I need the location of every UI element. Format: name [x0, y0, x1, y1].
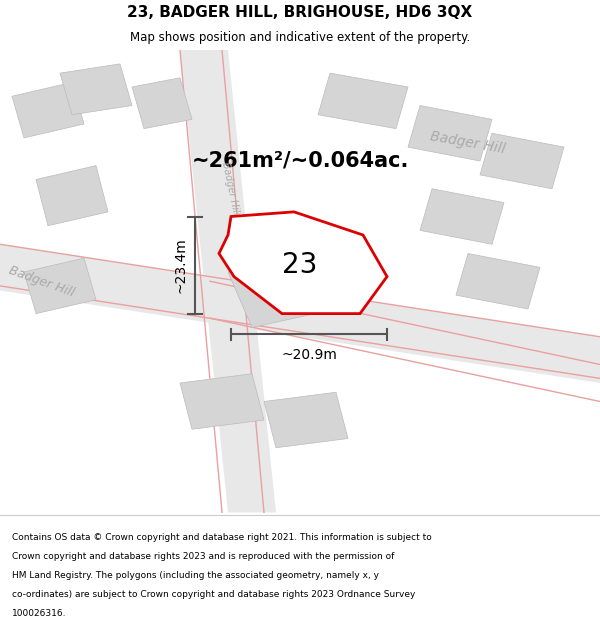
Text: Map shows position and indicative extent of the property.: Map shows position and indicative extent…	[130, 31, 470, 44]
Polygon shape	[24, 258, 96, 314]
Polygon shape	[420, 189, 504, 244]
Text: ~20.9m: ~20.9m	[281, 348, 337, 362]
Text: 23: 23	[283, 251, 317, 279]
Text: ~23.4m: ~23.4m	[173, 237, 187, 293]
Text: 100026316.: 100026316.	[12, 609, 67, 618]
Polygon shape	[228, 254, 336, 328]
Polygon shape	[318, 73, 408, 129]
Polygon shape	[132, 78, 192, 129]
Text: Badger Hill: Badger Hill	[7, 263, 77, 299]
Polygon shape	[180, 50, 276, 512]
Polygon shape	[408, 106, 492, 161]
Text: Crown copyright and database rights 2023 and is reproduced with the permission o: Crown copyright and database rights 2023…	[12, 552, 394, 561]
Text: co-ordinates) are subject to Crown copyright and database rights 2023 Ordnance S: co-ordinates) are subject to Crown copyr…	[12, 590, 415, 599]
Polygon shape	[219, 212, 387, 314]
Text: Badger Hill: Badger Hill	[220, 161, 242, 216]
Polygon shape	[12, 82, 84, 138]
Polygon shape	[60, 64, 132, 115]
Polygon shape	[36, 166, 108, 226]
Text: Badger Hill: Badger Hill	[430, 129, 506, 156]
Polygon shape	[180, 374, 264, 429]
Text: HM Land Registry. The polygons (including the associated geometry, namely x, y: HM Land Registry. The polygons (includin…	[12, 571, 379, 580]
Text: ~261m²/~0.064ac.: ~261m²/~0.064ac.	[192, 151, 409, 171]
Polygon shape	[264, 392, 348, 448]
Text: 23, BADGER HILL, BRIGHOUSE, HD6 3QX: 23, BADGER HILL, BRIGHOUSE, HD6 3QX	[127, 5, 473, 20]
Text: Contains OS data © Crown copyright and database right 2021. This information is : Contains OS data © Crown copyright and d…	[12, 532, 432, 542]
Polygon shape	[480, 133, 564, 189]
Polygon shape	[0, 244, 600, 383]
Polygon shape	[456, 254, 540, 309]
